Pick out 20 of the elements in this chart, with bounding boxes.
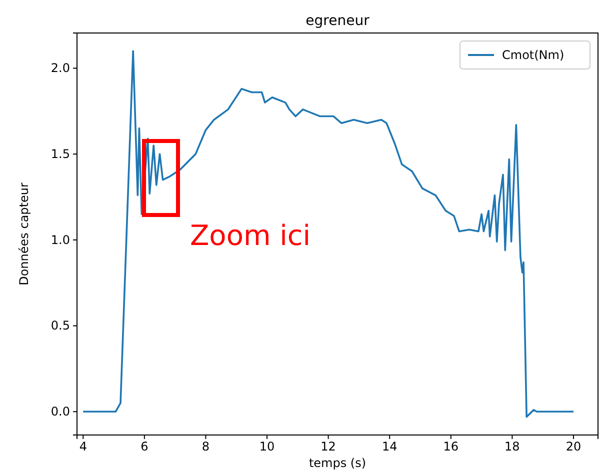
x-axis-title: temps (s): [308, 456, 366, 470]
x-tick-label: 18: [504, 440, 520, 454]
line-series: [82, 50, 574, 418]
y-axis-title: Données capteur: [17, 182, 31, 286]
x-tick-label: 6: [140, 440, 148, 454]
x-tick-label: 12: [320, 440, 336, 454]
annotation: Zoom ici: [190, 219, 311, 252]
x-tick-label: 16: [443, 440, 459, 454]
y-tick-label: 1.0: [50, 232, 70, 247]
x-tick-label: 20: [566, 440, 582, 454]
x-tick-label: 8: [202, 440, 210, 454]
y-tick-label: 1.5: [50, 146, 70, 161]
y-tick-label: 2.0: [50, 61, 70, 76]
legend-label: Cmot(Nm): [502, 48, 564, 62]
x-tick-label: 10: [259, 440, 275, 454]
x-tick-label: 4: [79, 440, 87, 454]
chart-title: egreneur: [306, 13, 370, 29]
x-tick-label: 14: [382, 440, 398, 454]
y-tick-label: 0.5: [50, 318, 70, 333]
y-tick-label: 0.0: [50, 404, 70, 418]
